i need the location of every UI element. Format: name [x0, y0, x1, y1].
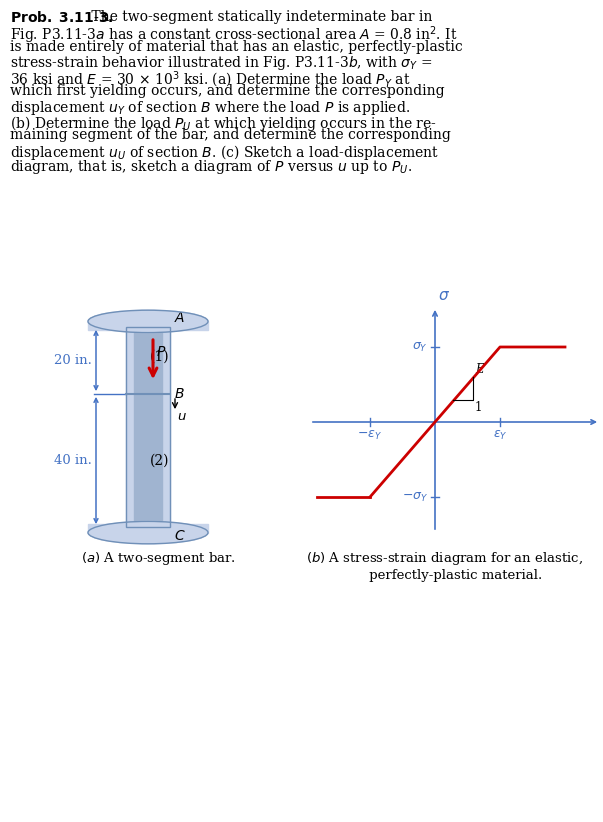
Text: 1: 1: [475, 401, 482, 414]
Text: $\sigma_Y$: $\sigma_Y$: [412, 340, 428, 353]
Text: $-\sigma_Y$: $-\sigma_Y$: [402, 491, 428, 504]
Text: (1): (1): [150, 349, 169, 363]
Text: $C$: $C$: [174, 529, 186, 543]
Bar: [88, 321, 208, 330]
Text: $A$: $A$: [174, 311, 185, 325]
Text: $B$: $B$: [174, 387, 185, 401]
Text: The two-segment statically indeterminate bar in: The two-segment statically indeterminate…: [87, 10, 432, 24]
Text: E: E: [475, 363, 484, 376]
Bar: [88, 524, 208, 533]
Text: 20 in.: 20 in.: [54, 354, 92, 367]
Text: displacement $u_Y$ of section $B$ where the load $P$ is applied.: displacement $u_Y$ of section $B$ where …: [10, 99, 410, 117]
Text: is made entirely of material that has an elastic, perfectly-plastic: is made entirely of material that has an…: [10, 39, 463, 53]
Text: diagram, that is, sketch a diagram of $P$ versus $u$ up to $P_U$.: diagram, that is, sketch a diagram of $P…: [10, 158, 412, 176]
Text: displacement $u_U$ of section $B$. (c) Sketch a load-displacement: displacement $u_U$ of section $B$. (c) S…: [10, 143, 439, 162]
Text: maining segment of the bar, and determine the corresponding: maining segment of the bar, and determin…: [10, 128, 451, 142]
Text: $\mathbf{Prob.\ 3.11\text{-}3.}$: $\mathbf{Prob.\ 3.11\text{-}3.}$: [10, 10, 114, 25]
Text: $P$: $P$: [156, 344, 166, 358]
Text: $\sigma$: $\sigma$: [438, 289, 450, 303]
Text: (b) Determine the load $P_U$ at which yielding occurs in the re-: (b) Determine the load $P_U$ at which yi…: [10, 113, 437, 132]
Text: $u$: $u$: [177, 410, 187, 423]
Text: $\epsilon_Y$: $\epsilon_Y$: [493, 429, 507, 442]
Text: stress-strain behavior illustrated in Fig. P3.11-3$b$, with $\sigma_Y$ =: stress-strain behavior illustrated in Fi…: [10, 54, 432, 72]
Text: which first yielding occurs, and determine the corresponding: which first yielding occurs, and determi…: [10, 84, 444, 98]
Text: $(a)$ A two-segment bar.: $(a)$ A two-segment bar.: [81, 550, 235, 567]
Text: 40 in.: 40 in.: [54, 454, 92, 467]
Bar: [126, 327, 170, 527]
Text: (2): (2): [150, 454, 169, 468]
Text: 36 ksi and $E$ = 30 $\times$ 10$^3$ ksi. (a) Determine the load $P_Y$ at: 36 ksi and $E$ = 30 $\times$ 10$^3$ ksi.…: [10, 69, 411, 90]
Text: Fig. P3.11-3$a$ has a constant cross-sectional area $A$ = 0.8 in$^2$. It: Fig. P3.11-3$a$ has a constant cross-sec…: [10, 25, 458, 46]
Ellipse shape: [88, 310, 208, 333]
Text: $(b)$ A stress-strain diagram for an elastic,
     perfectly-plastic material.: $(b)$ A stress-strain diagram for an ela…: [306, 550, 584, 582]
Ellipse shape: [88, 521, 208, 544]
Text: $-\epsilon_Y$: $-\epsilon_Y$: [358, 429, 382, 442]
Bar: [126, 327, 170, 527]
Bar: [134, 327, 162, 527]
